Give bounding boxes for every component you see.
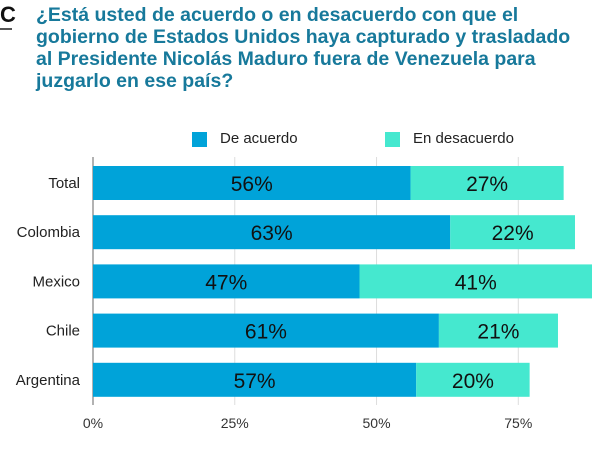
title-line: ¿Está usted de acuerdo o en desacuerdo c…	[36, 4, 519, 26]
bar-segment	[410, 166, 564, 200]
bar-segment	[438, 313, 558, 348]
data-label: 47%	[205, 271, 247, 294]
data-label: 22%	[492, 222, 534, 245]
bar-segment	[93, 166, 411, 200]
logo-mark	[0, 28, 12, 30]
title-line: gobierno de Estados Unidos haya capturad…	[36, 26, 571, 48]
bar-segment	[93, 313, 439, 348]
category-label: Chile	[46, 323, 80, 340]
category-label: Mexico	[32, 273, 80, 290]
legend-label-en-desacuerdo: En desacuerdo	[413, 130, 514, 147]
x-tick-label: 75%	[504, 415, 532, 431]
logo: C	[0, 2, 16, 27]
x-tick-label: 0%	[83, 415, 103, 431]
data-label: 56%	[231, 173, 273, 196]
bar-segment	[450, 215, 575, 250]
category-label: Colombia	[17, 224, 81, 241]
data-label: 41%	[455, 271, 497, 294]
category-label: Argentina	[16, 372, 81, 389]
data-label: 61%	[245, 321, 287, 344]
category-label: Total	[48, 175, 80, 192]
bar-segment	[93, 215, 451, 250]
data-label: 57%	[234, 370, 276, 393]
chart-title: ¿Está usted de acuerdo o en desacuerdo c…	[36, 4, 596, 92]
bar-segment	[93, 264, 360, 299]
x-tick-label: 25%	[221, 415, 249, 431]
bar-segment	[93, 362, 417, 397]
title-line: juzgarlo en ese país?	[36, 70, 234, 92]
data-label: 27%	[466, 173, 508, 196]
data-label: 21%	[477, 321, 519, 344]
bar-segment	[359, 264, 592, 299]
legend-swatch-de-acuerdo	[192, 132, 207, 147]
title-line: al Presidente Nicolás Maduro fuera de Ve…	[36, 48, 536, 70]
legend-label-de-acuerdo: De acuerdo	[220, 130, 298, 147]
data-label: 20%	[452, 370, 494, 393]
bar-segment	[416, 362, 530, 397]
legend-swatch-en-desacuerdo	[385, 132, 400, 147]
data-label: 63%	[251, 222, 293, 245]
x-tick-label: 50%	[363, 415, 391, 431]
